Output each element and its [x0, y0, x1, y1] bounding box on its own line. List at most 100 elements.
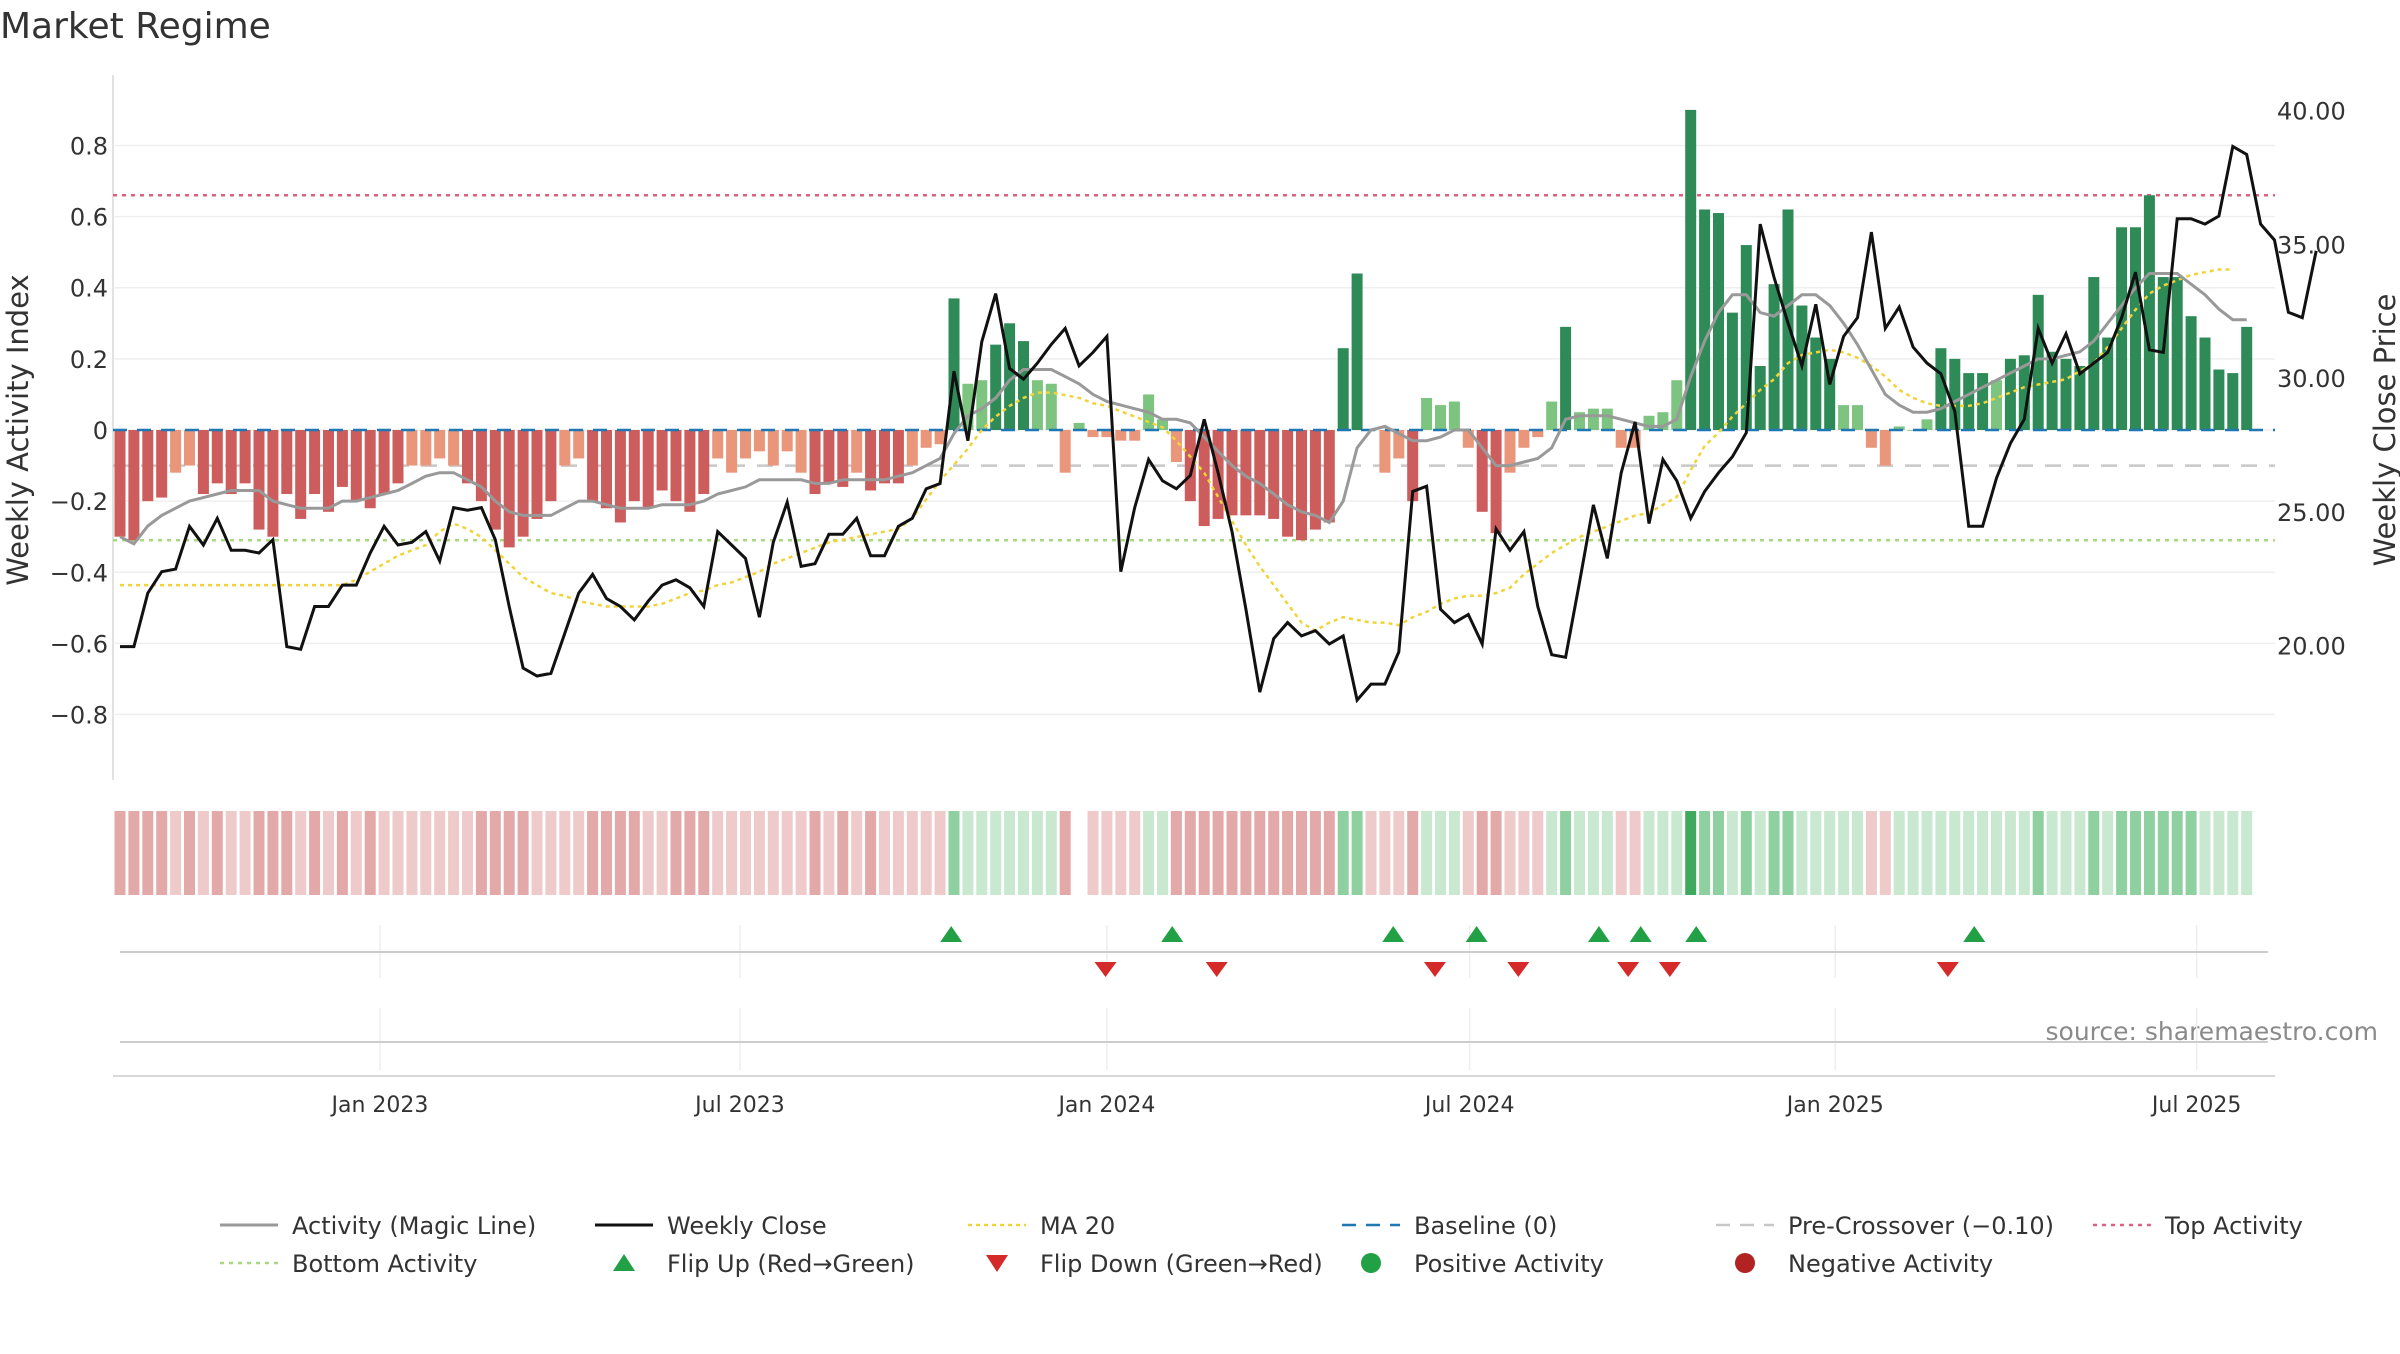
regime-cell — [948, 811, 960, 895]
regime-cell — [906, 811, 918, 895]
regime-cell — [1004, 811, 1016, 895]
activity-bar — [740, 430, 751, 459]
activity-bar — [462, 430, 473, 484]
regime-cell — [364, 811, 376, 895]
regime-cell — [1212, 811, 1224, 895]
regime-cell — [170, 811, 182, 895]
activity-bar — [1407, 430, 1419, 502]
legend-item: Positive Activity — [1361, 1250, 1604, 1278]
legend-item: MA 20 — [968, 1212, 1115, 1240]
regime-cell — [1268, 811, 1280, 895]
flip-up-icon — [613, 1254, 635, 1271]
activity-bar — [1379, 430, 1391, 473]
regime-cell — [1865, 811, 1877, 895]
regime-cell — [253, 811, 265, 895]
negative-dot-icon — [1735, 1253, 1755, 1273]
activity-bar — [601, 430, 612, 509]
y2-tick-label: 40.00 — [2277, 98, 2346, 126]
activity-bar — [114, 430, 126, 537]
activity-bar — [948, 298, 960, 430]
regime-cell — [2046, 811, 2058, 895]
regime-cell — [1754, 811, 1766, 895]
activity-bar — [614, 430, 626, 523]
regime-cell — [517, 811, 529, 895]
regime-cell — [406, 811, 418, 895]
regime-cell — [1226, 811, 1238, 895]
activity-bar — [1254, 430, 1266, 516]
regime-cell — [892, 811, 904, 895]
flip-down-marker — [1658, 962, 1681, 977]
flip-up-marker — [1963, 926, 1986, 942]
y-tick-label: −0.2 — [50, 488, 108, 516]
activity-bar — [2227, 373, 2239, 430]
activity-bar — [1977, 373, 1989, 430]
activity-bar — [475, 430, 487, 502]
regime-cell — [350, 811, 362, 895]
regime-cell — [2143, 811, 2155, 895]
regime-cell — [1740, 811, 1752, 895]
regime-cell — [197, 811, 209, 895]
regime-cell — [614, 811, 626, 895]
activity-bar — [1601, 408, 1613, 430]
regime-cell — [1435, 811, 1446, 895]
regime-cell — [489, 811, 501, 895]
regime-cell — [1685, 811, 1697, 895]
regime-cell — [1240, 811, 1252, 895]
regime-cell — [2241, 811, 2253, 895]
activity-bar — [1435, 405, 1446, 430]
activity-bar — [1157, 419, 1168, 430]
activity-bar — [1921, 419, 1933, 430]
y-tick-label: 0.6 — [70, 204, 108, 232]
legend-item: Flip Down (Green→Red) — [986, 1250, 1323, 1278]
regime-cell — [1532, 811, 1544, 895]
regime-cell — [1365, 811, 1377, 895]
activity-bar — [2185, 316, 2197, 430]
activity-bar — [1574, 412, 1585, 430]
legend-label: Activity (Magic Line) — [292, 1212, 536, 1240]
legend-label: Top Activity — [2164, 1212, 2303, 1240]
regime-cell — [1129, 811, 1141, 895]
activity-bar — [545, 430, 557, 502]
activity-bar — [1838, 405, 1850, 430]
activity-bar — [1448, 401, 1460, 430]
regime-cell — [962, 811, 974, 895]
activity-bar — [1490, 430, 1502, 534]
regime-cell — [823, 811, 835, 895]
activity-bar — [726, 430, 738, 473]
regime-cell — [767, 811, 779, 895]
regime-cell — [1726, 811, 1738, 895]
legend-item: Negative Activity — [1735, 1250, 1993, 1278]
magic-line — [119, 272, 2247, 546]
weekly-close-line — [120, 144, 2318, 704]
regime-cell — [475, 811, 487, 895]
regime-cell — [1379, 811, 1391, 895]
y-tick-label: 0.2 — [70, 346, 108, 374]
activity-bar — [1726, 312, 1738, 430]
activity-bar — [1685, 109, 1697, 430]
y2-axis-label: Weekly Close Price — [2368, 294, 2400, 567]
regime-cell — [976, 811, 988, 895]
regime-cell — [2227, 811, 2239, 895]
activity-bar — [1101, 430, 1113, 438]
legend-item: Activity (Magic Line) — [220, 1212, 536, 1240]
activity-bar — [281, 430, 293, 495]
activity-bar — [990, 344, 1002, 430]
x-tick-label: Jul 2024 — [1423, 1093, 1515, 1118]
y-axis-label: Weekly Activity Index — [1, 274, 35, 585]
activity-bar — [781, 430, 793, 452]
regime-cell — [267, 811, 279, 895]
activity-bar — [1546, 401, 1558, 430]
activity-bar — [1087, 430, 1099, 438]
activity-bar — [142, 430, 154, 502]
regime-cell — [1949, 811, 1961, 895]
activity-bar — [184, 430, 195, 466]
regime-cell — [1421, 811, 1433, 895]
activity-bar — [1004, 323, 1016, 430]
legend-item: Flip Up (Red→Green) — [613, 1250, 915, 1278]
legend-label: MA 20 — [1040, 1212, 1115, 1240]
regime-cell — [1448, 811, 1460, 895]
regime-cell — [142, 811, 154, 895]
regime-cell — [434, 811, 446, 895]
